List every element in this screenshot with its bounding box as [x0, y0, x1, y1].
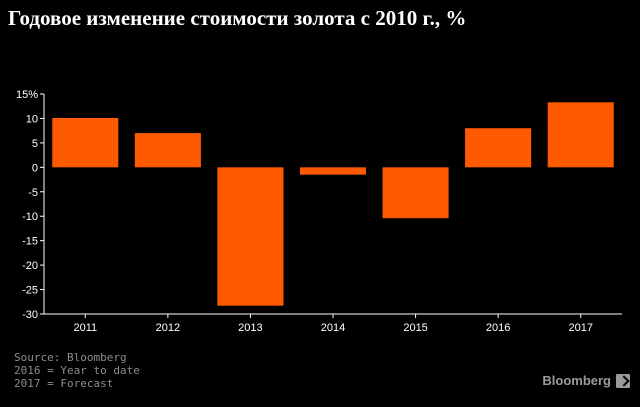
note-2017: 2017 = Forecast: [14, 377, 114, 390]
bar-2014: [299, 167, 367, 175]
x-tick-label: 2011: [73, 322, 97, 334]
bar-2016: [465, 128, 532, 168]
y-tick-label: 5: [32, 138, 38, 150]
x-tick-label: 2016: [486, 322, 510, 334]
x-tick-label: 2017: [568, 322, 592, 334]
y-tick-label: -30: [22, 309, 38, 321]
chart-notes: Source: Bloomberg 2016 = Year to date 20…: [14, 351, 140, 390]
bar-2011: [52, 117, 119, 168]
axis-layer: [40, 93, 622, 318]
x-tick-label: 2015: [403, 322, 427, 334]
bars-layer: [52, 102, 614, 306]
y-tick-label: 0: [32, 162, 38, 174]
y-tick-label: 15%: [16, 89, 38, 101]
x-tick-label: 2012: [156, 322, 180, 334]
bar-2015: [382, 167, 449, 219]
y-tick-label: -5: [28, 187, 38, 199]
x-tick-label: 2014: [321, 322, 345, 334]
bloomberg-terminal-icon: [616, 373, 630, 388]
x-tick-label: 2013: [238, 322, 262, 334]
y-tick-label: -25: [22, 285, 38, 297]
source-note: Source: Bloomberg: [14, 351, 127, 364]
y-tick-label: -15: [22, 236, 38, 248]
brand-logo: Bloomberg: [542, 373, 630, 388]
x-axis-tick-labels: 2011 2012 2013 2014 2015 2016 2017: [73, 322, 592, 334]
bar-2017: [547, 102, 614, 168]
y-tick-label: -10: [22, 211, 38, 223]
y-tick-label: -20: [22, 260, 38, 272]
chart-title: Годовое изменение стоимости золота с 201…: [8, 6, 467, 30]
y-tick-label: 10: [26, 113, 38, 125]
note-2016: 2016 = Year to date: [14, 364, 140, 377]
brand-name: Bloomberg: [542, 373, 611, 388]
bar-2013: [217, 167, 284, 306]
y-axis-tick-labels: 15% 10 5 0 -5 -10 -15 -20 -25 -30: [16, 89, 38, 321]
bar-2012: [134, 133, 201, 168]
